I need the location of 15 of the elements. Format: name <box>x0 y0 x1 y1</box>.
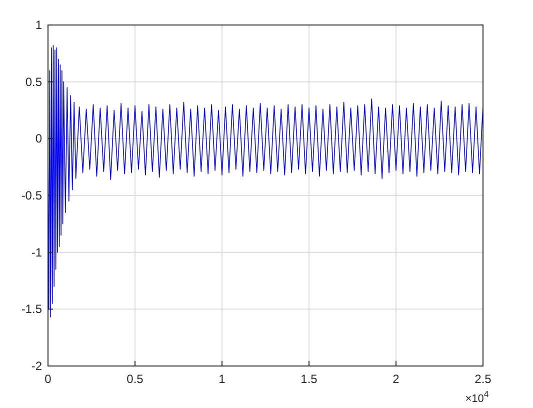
y-tick-label: 0.5 <box>25 74 42 89</box>
x-tick-label: 0.5 <box>126 372 144 386</box>
y-tick-label: -1.5 <box>21 302 42 316</box>
y-tick-label: -0.5 <box>21 188 42 202</box>
y-tick-label: -1 <box>31 245 42 260</box>
x-tick-label: 2.5 <box>474 372 492 386</box>
x-tick-label: 0 <box>44 372 52 386</box>
line-series <box>48 45 484 318</box>
y-tick-label: 0 <box>35 132 42 146</box>
x-tick-label: 2 <box>392 372 400 386</box>
x-tick-label: 1 <box>218 372 226 386</box>
y-tick-label: 1 <box>35 18 42 32</box>
x-tick-label: 1.5 <box>300 372 318 386</box>
text: ×10$^{4}$ <box>465 389 489 405</box>
y-tick-label: -2 <box>31 359 42 373</box>
